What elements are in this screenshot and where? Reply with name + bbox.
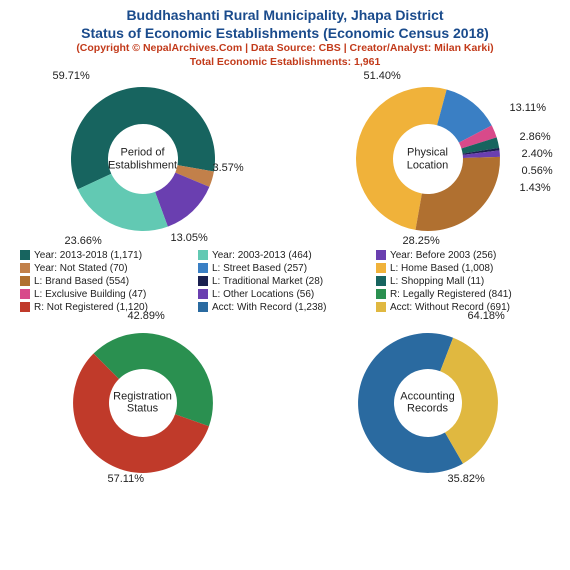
legend-text: L: Street Based (257) (212, 263, 307, 274)
legend: Year: 2013-2018 (1,171) Year: 2003-2013 (… (0, 247, 570, 318)
title-block: Buddhashanti Rural Municipality, Jhapa D… (0, 0, 570, 70)
pct-label: 3.57% (213, 162, 244, 174)
pct-label: 13.05% (171, 232, 208, 244)
top-charts-row: Period of Establishment 59.71% 3.57% 13.05… (0, 72, 570, 247)
legend-swatch (20, 250, 30, 260)
legend-text: R: Legally Registered (841) (390, 289, 512, 300)
legend-item: R: Legally Registered (841) (374, 288, 552, 301)
legend-item: R: Not Registered (1,120) (18, 301, 196, 314)
legend-swatch (20, 263, 30, 273)
title-line-1: Buddhashanti Rural Municipality, Jhapa D… (0, 6, 570, 24)
legend-text: Acct: With Record (1,238) (212, 302, 326, 313)
total-line: Total Economic Establishments: 1,961 (0, 56, 570, 70)
legend-text: L: Traditional Market (28) (212, 276, 323, 287)
legend-item: Acct: Without Record (691) (374, 301, 552, 314)
legend-text: L: Shopping Mall (11) (390, 276, 484, 287)
legend-swatch (20, 289, 30, 299)
pct-label: 28.25% (403, 235, 440, 247)
legend-swatch (376, 302, 386, 312)
pct-label: 2.40% (522, 148, 553, 160)
legend-item: Year: 2003-2013 (464) (196, 249, 374, 262)
legend-text: L: Home Based (1,008) (390, 263, 493, 274)
legend-text: L: Other Locations (56) (212, 289, 314, 300)
legend-swatch (198, 302, 208, 312)
legend-item: Acct: With Record (1,238) (196, 301, 374, 314)
legend-swatch (20, 302, 30, 312)
pct-label: 35.82% (448, 473, 485, 485)
legend-text: Year: Before 2003 (256) (390, 250, 496, 261)
legend-text: L: Brand Based (554) (34, 276, 129, 287)
chart-period: Period of Establishment 59.71% 3.57% 13.05… (13, 72, 273, 247)
legend-text: L: Exclusive Building (47) (34, 289, 146, 300)
legend-swatch (198, 276, 208, 286)
legend-swatch (20, 276, 30, 286)
legend-swatch (198, 263, 208, 273)
legend-item: L: Exclusive Building (47) (18, 288, 196, 301)
legend-item: L: Brand Based (554) (18, 275, 196, 288)
pct-label: 0.56% (522, 165, 553, 177)
legend-text: Year: Not Stated (70) (34, 263, 128, 274)
pct-label: 1.43% (520, 182, 551, 194)
legend-swatch (376, 289, 386, 299)
legend-item: L: Traditional Market (28) (196, 275, 374, 288)
title-line-2: Status of Economic Establishments (Econo… (0, 24, 570, 42)
chart-accounting-label: Accounting Records (393, 390, 463, 415)
legend-item: Year: Before 2003 (256) (374, 249, 552, 262)
chart-location-label: Physical Location (393, 147, 463, 172)
pct-label: 51.40% (364, 70, 401, 82)
pct-label: 57.11% (108, 473, 145, 485)
pct-label: 59.71% (53, 70, 90, 82)
legend-item: L: Street Based (257) (196, 262, 374, 275)
legend-text: Year: 2003-2013 (464) (212, 250, 312, 261)
legend-swatch (376, 263, 386, 273)
legend-item: L: Shopping Mall (11) (374, 275, 552, 288)
pct-label: 13.11% (510, 102, 547, 114)
legend-swatch (198, 250, 208, 260)
legend-swatch (376, 250, 386, 260)
legend-text: Year: 2013-2018 (1,171) (34, 250, 142, 261)
chart-accounting: Accounting Records 64.18%35.82% (298, 318, 558, 488)
pct-label: 23.66% (65, 235, 102, 247)
copyright-line: (Copyright © NepalArchives.Com | Data So… (0, 42, 570, 56)
legend-swatch (376, 276, 386, 286)
chart-period-label: Period of Establishment (108, 147, 178, 172)
legend-item: Year: 2013-2018 (1,171) (18, 249, 196, 262)
legend-item: L: Home Based (1,008) (374, 262, 552, 275)
chart-location: Physical Location 51.40% 13.11% 2.86% 2.40%… (298, 72, 558, 247)
chart-registration: Registration Status 42.89%57.11% (13, 318, 273, 488)
legend-item: L: Other Locations (56) (196, 288, 374, 301)
bottom-charts-row: Registration Status 42.89%57.11% Account… (0, 318, 570, 488)
pct-label: 2.86% (520, 131, 551, 143)
pct-label: 42.89% (128, 310, 165, 322)
legend-swatch (198, 289, 208, 299)
chart-registration-label: Registration Status (108, 390, 178, 415)
pct-label: 64.18% (468, 310, 505, 322)
legend-item: Year: Not Stated (70) (18, 262, 196, 275)
